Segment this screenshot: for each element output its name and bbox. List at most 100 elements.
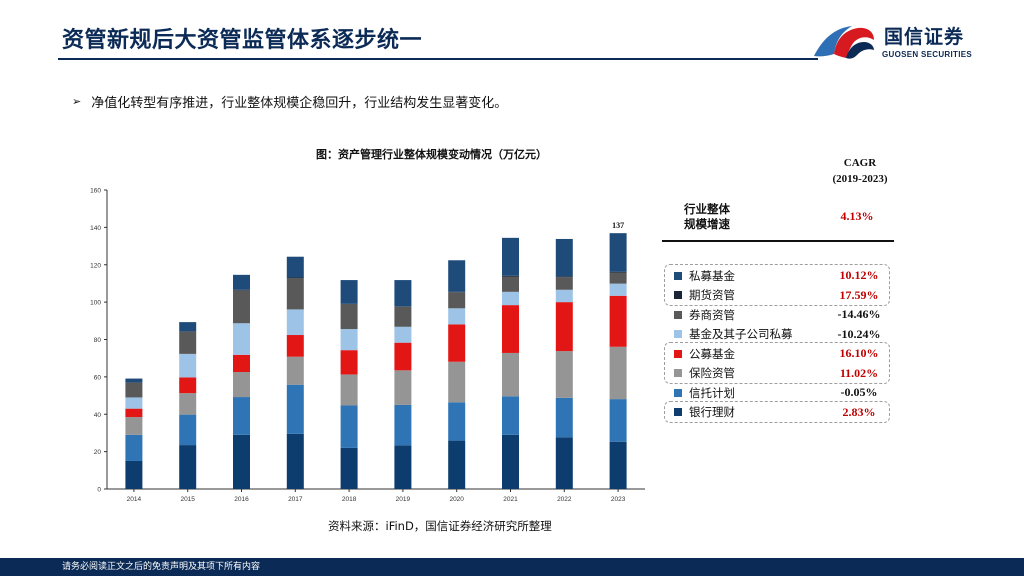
- highlight-box-private: [664, 264, 890, 306]
- bar-segment: [125, 417, 143, 435]
- footer-disclaimer: 请务必阅读正文之后的免责声明及其项下所有内容: [0, 558, 1024, 576]
- legend-cagr-value: -0.05%: [840, 385, 878, 400]
- bar-segment: [394, 326, 412, 343]
- bar-segment: [286, 433, 304, 489]
- bar-segment: [502, 434, 519, 489]
- bar-segment: [233, 434, 250, 489]
- bar-segment: [555, 276, 573, 278]
- x-tick-label: 2021: [503, 496, 518, 503]
- y-tick-label: 80: [94, 337, 102, 344]
- bar-segment: [609, 283, 627, 296]
- legend-label: 银行理财: [689, 405, 735, 420]
- legend-swatch: [674, 271, 682, 280]
- bar-segment: [448, 324, 466, 362]
- bar-segment: [179, 331, 197, 354]
- bar-segment: [609, 441, 627, 489]
- cagr-legend: 私募基金 10.12% 期货资管 17.59% 券商资管 -14.46% 基金及其子公司私募…: [674, 266, 888, 422]
- bar-segment: [125, 382, 143, 398]
- bar-segment: [609, 399, 627, 442]
- legend-label: 基金及其子公司私募: [689, 327, 793, 342]
- bar-segment: [502, 276, 519, 292]
- cagr-header-title: CAGR: [843, 157, 877, 169]
- legend-cagr-value: 2.83%: [842, 404, 876, 419]
- y-tick-label: 120: [90, 262, 101, 269]
- bar-segment: [179, 353, 197, 378]
- y-tick-label: 0: [97, 487, 101, 494]
- bar-segment: [125, 434, 143, 461]
- highlight-box-public: [664, 342, 890, 384]
- y-tick-label: 140: [90, 225, 101, 232]
- bar-segment: [448, 361, 466, 403]
- legend-item: 期货资管 17.59%: [674, 286, 888, 306]
- cagr-header-period: (2019-2023): [832, 173, 888, 185]
- bar-segment: [448, 260, 466, 292]
- bar-segment: [233, 290, 250, 324]
- legend-cagr-value: 16.10%: [839, 346, 879, 361]
- bar-segment: [125, 460, 143, 489]
- legend-swatch: [674, 408, 682, 417]
- source-note: 资料来源：iFinD，国信证券经济研究所整理: [328, 519, 552, 533]
- bar-segment: [340, 374, 358, 406]
- y-tick-label: 60: [94, 374, 102, 381]
- bar-segment: [125, 397, 143, 409]
- bar-segment: [555, 397, 573, 438]
- bar-segment: [448, 292, 466, 309]
- bar-segment: [448, 402, 466, 441]
- legend-swatch: [674, 310, 682, 319]
- bar-segment: [179, 377, 197, 394]
- legend-swatch: [674, 330, 682, 339]
- x-tick-label: 2023: [611, 496, 626, 503]
- bar-segment: [340, 329, 358, 351]
- bar-segment: [233, 397, 250, 435]
- bar-segment: [502, 275, 519, 277]
- guosen-logo-icon: [814, 26, 874, 59]
- bar-segment: [555, 437, 573, 489]
- bar-segment: [286, 277, 304, 279]
- bar-segment: [394, 370, 412, 405]
- bullet-arrow-icon: ➢: [72, 95, 82, 108]
- bar-segment: [179, 393, 197, 415]
- bar-segment: [286, 256, 304, 278]
- bullet-text: 净值化转型有序推进，行业整体规模企稳回升，行业结构发生显著变化。: [91, 96, 508, 111]
- legend-label: 保险资管: [689, 366, 735, 381]
- legend-item: 信托计划 -0.05%: [674, 383, 888, 403]
- highlight-box-bank: [664, 401, 890, 423]
- title-divider: [58, 58, 818, 60]
- x-tick-label: 2022: [557, 496, 572, 503]
- bar-segment: [286, 335, 304, 357]
- legend-swatch: [674, 388, 682, 397]
- legend-cagr-value: 17.59%: [839, 287, 879, 302]
- legend-swatch: [674, 369, 682, 378]
- logo-english-name: GUOSEN SECURITIES: [882, 50, 973, 59]
- legend-cagr-value: -14.46%: [837, 307, 881, 322]
- bar-segment: [502, 352, 519, 397]
- total-value-label: 137: [612, 221, 624, 230]
- bar-segment: [555, 302, 573, 352]
- x-tick-label: 2014: [127, 496, 142, 503]
- bar-segment: [448, 308, 466, 325]
- bar-segment: [179, 445, 197, 489]
- x-tick-label: 2020: [449, 496, 464, 503]
- bar-segment: [286, 278, 304, 310]
- bar-segment: [609, 272, 627, 284]
- bar-segment: [394, 306, 412, 327]
- bar-segment: [125, 378, 143, 383]
- bar-segment: [340, 447, 358, 489]
- x-tick-label: 2019: [396, 496, 411, 503]
- bar-segment: [233, 274, 250, 290]
- bar-segment: [340, 350, 358, 375]
- legend-label: 券商资管: [689, 307, 735, 322]
- legend-label: 信托计划: [689, 385, 735, 400]
- bar-segment: [286, 384, 304, 434]
- bar-segment: [394, 280, 412, 307]
- bar-segment: [233, 372, 250, 398]
- x-tick-label: 2018: [342, 496, 357, 503]
- industry-growth-label-line2: 规模增速: [684, 217, 730, 231]
- legend-item: 私募基金 10.12%: [674, 266, 888, 286]
- y-tick-label: 20: [94, 449, 102, 456]
- legend-label: 公募基金: [689, 346, 735, 361]
- y-tick-label: 100: [90, 300, 101, 307]
- bar-segment: [394, 342, 412, 371]
- x-tick-label: 2016: [234, 496, 249, 503]
- bar-segment: [394, 404, 412, 446]
